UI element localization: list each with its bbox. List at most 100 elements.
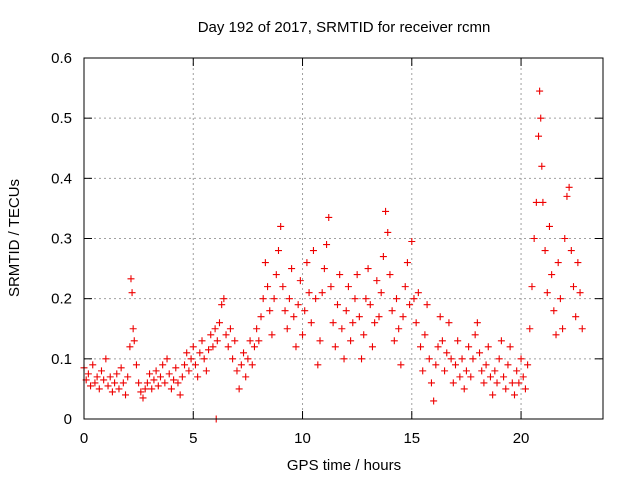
data-point [403, 259, 411, 267]
data-point [122, 391, 130, 399]
data-point [248, 361, 256, 369]
data-point [167, 385, 175, 393]
data-point [412, 319, 420, 327]
axis-ticks: 0 0.1 0.2 0.3 0.4 0.5 0.6 0 5 10 15 20 [51, 50, 603, 447]
data-point [344, 283, 352, 291]
data-point [174, 379, 182, 387]
data-point [427, 379, 435, 387]
data-point [434, 343, 442, 351]
data-point [309, 247, 317, 255]
data-point [178, 373, 186, 381]
data-point [242, 373, 250, 381]
data-point [388, 307, 396, 315]
data-point [478, 367, 486, 375]
data-point [165, 370, 173, 378]
data-point [397, 361, 405, 369]
data-point [117, 364, 125, 372]
data-point [572, 313, 580, 321]
data-point [342, 307, 350, 315]
data-point [294, 301, 302, 309]
data-point [482, 361, 490, 369]
data-point [559, 325, 567, 333]
data-point [205, 346, 213, 354]
data-point [502, 385, 510, 393]
data-point [419, 367, 427, 375]
data-point [156, 373, 164, 381]
data-point [548, 271, 556, 279]
data-point [272, 271, 280, 279]
data-point [181, 361, 189, 369]
data-points [80, 87, 586, 423]
data-point [229, 355, 237, 363]
data-point [535, 132, 543, 140]
data-point [495, 355, 503, 363]
data-point [550, 307, 558, 315]
data-point [222, 331, 230, 339]
data-point [320, 265, 328, 273]
data-point [556, 295, 564, 303]
data-point [375, 313, 383, 321]
data-point [536, 87, 544, 95]
data-point [200, 355, 208, 363]
data-point [530, 235, 538, 242]
data-point [207, 331, 215, 339]
data-point [95, 385, 103, 393]
data-point [408, 238, 416, 246]
x-tick-label: 10 [294, 430, 311, 447]
data-point [390, 337, 398, 345]
data-point [111, 379, 119, 387]
data-point [484, 343, 492, 351]
x-tick-label: 15 [403, 430, 420, 447]
y-tick-label: 0.1 [51, 351, 72, 368]
data-point [231, 337, 239, 345]
data-point [441, 367, 449, 375]
data-point [170, 376, 178, 384]
data-point [187, 355, 195, 363]
data-point [471, 331, 479, 339]
data-point [538, 162, 546, 170]
data-point [469, 355, 477, 363]
data-point [331, 343, 339, 351]
y-axis-title: SRMTID / TECUs [6, 179, 23, 297]
data-point [183, 349, 191, 357]
data-point [379, 253, 387, 261]
data-point [465, 343, 473, 351]
data-point [292, 343, 300, 351]
data-point [392, 295, 400, 303]
data-point [163, 355, 171, 363]
x-tick-label: 20 [513, 430, 530, 447]
data-point [135, 379, 143, 387]
data-point [281, 307, 289, 315]
data-point [565, 183, 573, 191]
data-point [172, 364, 180, 372]
y-tick-label: 0 [64, 411, 72, 428]
data-point [347, 337, 355, 345]
data-point [115, 385, 123, 393]
data-point [401, 283, 409, 291]
data-point [130, 337, 138, 345]
data-point [237, 361, 245, 369]
data-point [504, 361, 512, 369]
x-axis-title: GPS time / hours [287, 457, 401, 474]
data-point [500, 373, 508, 381]
data-point [329, 319, 337, 327]
data-point [141, 385, 149, 393]
data-point [567, 247, 575, 255]
data-point [87, 382, 95, 390]
data-point [515, 379, 523, 387]
data-point [349, 319, 357, 327]
data-point [202, 367, 210, 375]
data-point [353, 271, 361, 279]
data-point [561, 235, 569, 242]
data-point [517, 355, 525, 363]
data-point [569, 283, 577, 291]
data-point [358, 355, 366, 363]
data-point [246, 337, 254, 345]
chart-title: Day 192 of 2017, SRMTID for receiver rcm… [198, 19, 491, 36]
data-point [253, 325, 261, 333]
data-point [323, 241, 331, 249]
data-point [368, 343, 376, 351]
data-point [154, 382, 162, 390]
data-point [233, 367, 241, 375]
data-point [425, 355, 433, 363]
